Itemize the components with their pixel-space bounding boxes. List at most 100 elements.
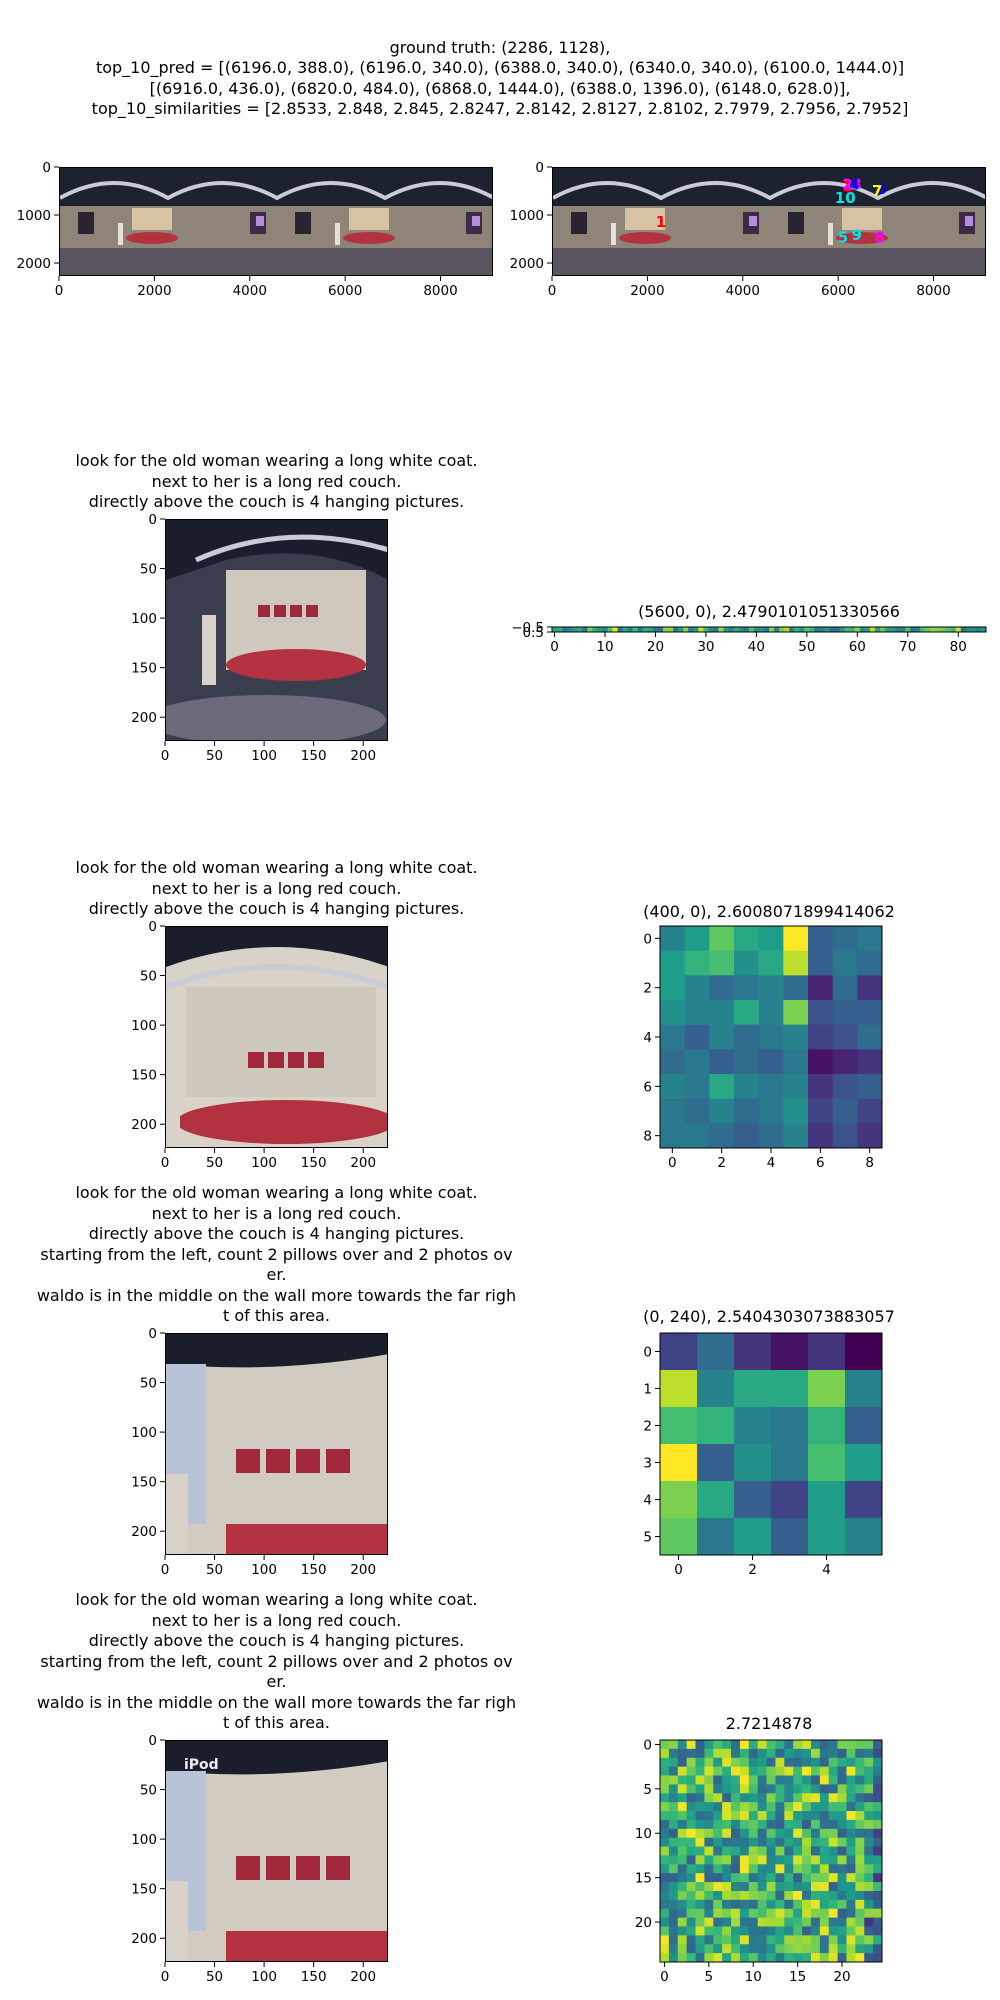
heat6-xtick-label: 4 bbox=[822, 1562, 831, 1578]
heat-strip-ytick-label: −0.5 bbox=[511, 620, 544, 636]
heat25-cell bbox=[739, 1873, 750, 1883]
heat-strip-cell bbox=[663, 627, 669, 632]
heat25-cell bbox=[695, 1873, 705, 1883]
heat25-cell bbox=[810, 1784, 821, 1794]
query-3-line-5: er. bbox=[266, 1265, 287, 1284]
heat25-cell bbox=[766, 1864, 776, 1874]
heat25-cell bbox=[846, 1917, 856, 1927]
heat25-xtick-label: 5 bbox=[705, 1969, 714, 1985]
heat25-cell bbox=[802, 1846, 812, 1856]
heat25-cell bbox=[739, 1864, 750, 1874]
heat25-cell bbox=[855, 1855, 865, 1865]
heat25-cell bbox=[784, 1908, 794, 1918]
heat25-cell bbox=[722, 1793, 732, 1803]
heat25-cell bbox=[793, 1766, 803, 1776]
heat9-cell bbox=[660, 1049, 686, 1075]
heat25-cell bbox=[686, 1819, 696, 1830]
heat25-cell bbox=[757, 1899, 767, 1910]
heat25-cell bbox=[873, 1846, 883, 1856]
heat9-cell bbox=[734, 1000, 760, 1026]
heat25-cell bbox=[660, 1953, 670, 1963]
heat25-cell bbox=[748, 1819, 759, 1830]
heat25-cell bbox=[731, 1882, 741, 1892]
heat25-cell bbox=[704, 1828, 714, 1839]
prediction-marker-9: 9 bbox=[851, 226, 861, 244]
heat6-xtick-label: 2 bbox=[748, 1562, 757, 1578]
heat9-cell bbox=[857, 926, 883, 952]
crop-1-ytick-label: 200 bbox=[131, 710, 157, 726]
heat25-cell bbox=[837, 1953, 847, 1963]
heat25-cell bbox=[802, 1828, 812, 1839]
heat25-cell bbox=[775, 1766, 785, 1776]
query-2-line-3: directly above the couch is 4 hanging pi… bbox=[88, 899, 465, 918]
heat25-cell bbox=[775, 1802, 785, 1812]
crop-3-xtick-label: 50 bbox=[206, 1562, 223, 1578]
heat25-cell bbox=[846, 1953, 856, 1963]
heat25-cell bbox=[748, 1766, 759, 1776]
heat25-cell bbox=[784, 1935, 794, 1945]
heat-strip-cell bbox=[849, 627, 856, 632]
heat25-cell bbox=[677, 1944, 688, 1954]
heat25-cell bbox=[677, 1890, 688, 1901]
heat25-cell bbox=[837, 1757, 847, 1768]
heat25-cell bbox=[739, 1740, 750, 1750]
heat25-cell bbox=[873, 1748, 883, 1759]
heat-strip-cell bbox=[758, 627, 765, 632]
heat25-cell bbox=[793, 1935, 803, 1945]
heat25-cell bbox=[739, 1935, 750, 1945]
heat25-cell bbox=[864, 1882, 874, 1892]
heat-strip-cell bbox=[774, 627, 780, 632]
heat25-cell bbox=[704, 1811, 714, 1821]
heat-strip-cell bbox=[940, 627, 947, 632]
crop-4-xtick-label: 100 bbox=[251, 1969, 277, 1985]
heat25-cell bbox=[677, 1899, 688, 1910]
crop-2-xtick-label: 150 bbox=[301, 1155, 327, 1171]
heat25-cell bbox=[855, 1890, 865, 1901]
heat25-cell bbox=[748, 1748, 759, 1759]
heat25-cell bbox=[810, 1944, 821, 1954]
heat25-cell bbox=[784, 1953, 794, 1963]
heat25-cell bbox=[802, 1944, 812, 1954]
heat25-cell bbox=[864, 1811, 874, 1821]
heat9-cell bbox=[758, 1098, 784, 1124]
pano-left-scene bbox=[60, 168, 492, 275]
heat25-cell bbox=[793, 1784, 803, 1794]
heat25-cell bbox=[722, 1935, 732, 1945]
crop-2-xtick-label: 0 bbox=[161, 1155, 170, 1171]
heat25-cell bbox=[704, 1837, 714, 1847]
crop-4-ytick-label: 50 bbox=[140, 1783, 157, 1799]
crop-3-ytick-label: 150 bbox=[131, 1475, 157, 1491]
heat25-cell bbox=[739, 1748, 750, 1759]
heat-strip-cell bbox=[900, 627, 906, 632]
heat-strip-xtick-label: 40 bbox=[748, 639, 765, 655]
heat-strip-title: (5600, 0), 2.4790101051330566 bbox=[638, 602, 900, 621]
heat25-cell bbox=[837, 1793, 847, 1803]
heat25-cell bbox=[810, 1793, 821, 1803]
heat-strip-cell bbox=[955, 627, 962, 632]
heat25-cell bbox=[668, 1740, 679, 1750]
heat6-cell bbox=[771, 1518, 809, 1556]
heat25-cell bbox=[668, 1944, 679, 1954]
heat-strip-cell bbox=[844, 627, 851, 632]
heat6-frame bbox=[659, 1332, 883, 1556]
heat25-cell bbox=[731, 1802, 741, 1812]
heat9-cell bbox=[684, 1074, 710, 1100]
heat25-cell bbox=[802, 1811, 812, 1821]
heat9-cell bbox=[783, 950, 809, 976]
heat25-cell bbox=[819, 1748, 830, 1759]
prediction-marker-3: 3 bbox=[851, 175, 861, 193]
heat25-cell bbox=[793, 1926, 803, 1936]
heat25-cell bbox=[819, 1740, 830, 1750]
heat25-cell bbox=[668, 1828, 679, 1839]
heat-strip-xtick-label: 30 bbox=[697, 639, 714, 655]
heat25-cell bbox=[722, 1873, 732, 1883]
heat9-cell bbox=[709, 1024, 735, 1050]
heat25-cell bbox=[704, 1882, 714, 1892]
heat25-cell bbox=[695, 1828, 705, 1839]
heat25-cell bbox=[810, 1802, 821, 1812]
heat25-cell bbox=[713, 1793, 723, 1803]
heat25-cell bbox=[722, 1944, 732, 1954]
heat-strip-cell bbox=[597, 627, 603, 632]
heat25-cell bbox=[748, 1953, 759, 1963]
heat-strip-cell bbox=[930, 627, 937, 632]
